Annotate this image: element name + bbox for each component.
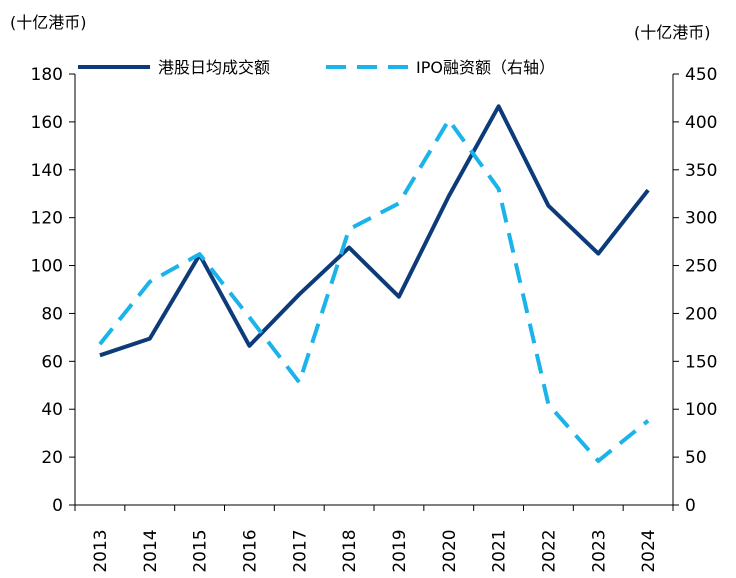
x-tick-label: 2015	[191, 529, 211, 572]
right-tick-label: 350	[685, 161, 717, 181]
left-tick-label: 180	[31, 65, 63, 85]
left-axis-unit: (十亿港币)	[10, 13, 87, 32]
series-line-ipo	[98, 118, 650, 463]
axes	[74, 74, 674, 506]
left-tick-label: 60	[41, 352, 63, 372]
x-tick-label: 2022	[539, 529, 559, 572]
x-tick-label: 2020	[440, 529, 460, 572]
right-tick-label: 450	[685, 65, 717, 85]
left-tick-label: 20	[41, 448, 63, 468]
right-tick-label: 0	[685, 496, 696, 516]
x-tick-label: 2013	[91, 529, 111, 572]
right-tick-label: 50	[685, 448, 707, 468]
right-tick-label: 300	[685, 209, 717, 229]
left-tick-label: 140	[31, 161, 63, 181]
left-tick-label: 0	[52, 496, 63, 516]
left-tick-label: 160	[31, 113, 63, 133]
legend-label-turnover: 港股日均成交额	[158, 58, 270, 77]
x-tick-label: 2019	[390, 529, 410, 572]
x-tick-label: 2014	[141, 529, 161, 572]
x-tick-label: 2016	[240, 529, 260, 572]
left-tick-label: 40	[41, 400, 63, 420]
right-tick-label: 200	[685, 304, 717, 324]
right-tick-label: 150	[685, 352, 717, 372]
x-tick-label: 2018	[340, 529, 360, 572]
legend: 港股日均成交额 IPO融资额（右轴）	[78, 58, 555, 77]
right-tick-label: 250	[685, 257, 717, 277]
x-tick-label: 2024	[639, 529, 659, 572]
right-axis-unit: (十亿港币)	[634, 23, 711, 42]
x-axis-ticks: 2013 2014 2015 2016 2017 2018 2019 2020 2021 2022…	[74, 505, 674, 573]
x-tick-label: 2021	[490, 529, 510, 572]
right-axis-ticks: 0 50 100 150 200 250 300 350 400 450	[673, 65, 717, 516]
right-tick-label: 100	[685, 400, 717, 420]
legend-label-ipo: IPO融资额（右轴）	[416, 58, 555, 77]
left-tick-label: 80	[41, 304, 63, 324]
x-tick-label: 2023	[589, 529, 609, 572]
left-tick-label: 120	[31, 209, 63, 229]
left-tick-label: 100	[31, 257, 63, 277]
left-axis-ticks: 0 20 40 60 80 100 120 140 160 180	[31, 65, 75, 516]
x-tick-label: 2017	[290, 529, 310, 572]
right-tick-label: 400	[685, 113, 717, 133]
series-line-turnover	[99, 104, 650, 358]
series-layer	[98, 104, 650, 463]
